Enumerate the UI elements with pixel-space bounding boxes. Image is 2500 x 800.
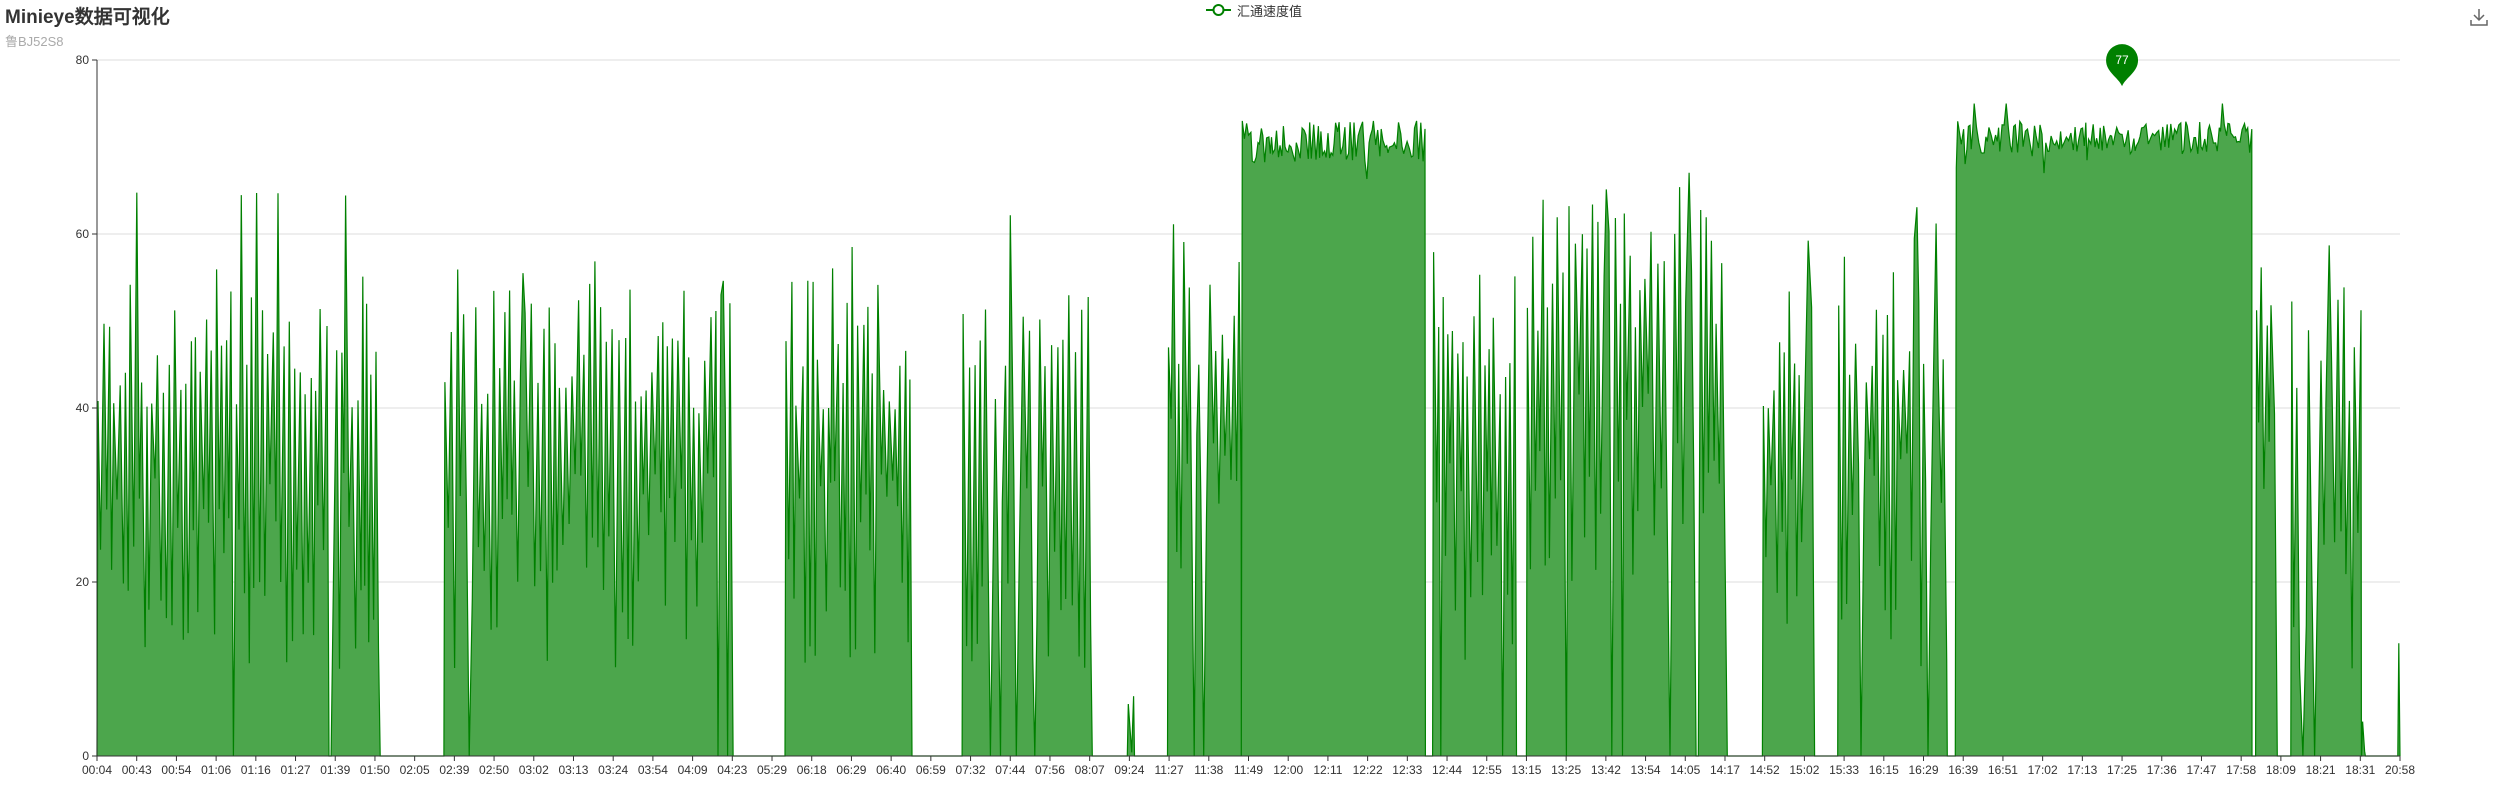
x-tick-label: 14:52 [1750,763,1780,777]
x-tick-label: 17:47 [2186,763,2216,777]
legend-line-marker-icon [1206,4,1231,16]
x-tick-label: 01:06 [201,763,231,777]
x-tick-label: 17:02 [2028,763,2058,777]
download-icon [2470,9,2488,26]
x-tick-label: 18:21 [2306,763,2336,777]
x-tick-label: 16:15 [1869,763,1899,777]
x-tick-label: 05:29 [757,763,787,777]
x-tick-label: 02:05 [400,763,430,777]
x-tick-label: 12:44 [1432,763,1462,777]
x-tick-label: 11:38 [1194,763,1223,777]
x-tick-label: 07:56 [1035,763,1065,777]
x-tick-label: 06:40 [876,763,906,777]
x-tick-label: 02:39 [439,763,469,777]
x-tick-label: 15:33 [1829,763,1859,777]
x-tick-label: 14:05 [1670,763,1700,777]
x-tick-label: 13:25 [1551,763,1581,777]
x-tick-label: 17:36 [2147,763,2177,777]
x-tick-label: 14:17 [1710,763,1740,777]
y-tick-label-60: 60 [76,227,90,241]
y-tick-label-0: 0 [82,749,89,763]
y-tick-label-80: 80 [76,53,90,67]
x-tick-label: 11:49 [1234,763,1263,777]
chart-subtitle: 鲁BJ52S8 [5,34,64,49]
y-tick-label-40: 40 [76,401,90,415]
x-tick-label: 06:59 [916,763,946,777]
x-tick-label: 18:31 [2345,763,2375,777]
x-tick-label: 12:55 [1472,763,1502,777]
x-tick-label: 00:04 [82,763,112,777]
x-tick-label: 12:11 [1313,763,1342,777]
x-tick-label: 07:32 [956,763,986,777]
max-marker-pin[interactable] [2106,44,2139,87]
x-tick-label: 04:09 [678,763,708,777]
x-tick-label: 03:02 [519,763,549,777]
legend-label: 汇通速度值 [1237,3,1303,19]
x-tick-label: 08:07 [1075,763,1105,777]
x-tick-label: 01:39 [320,763,350,777]
x-tick-label: 12:00 [1273,763,1303,777]
chart-title: Minieye数据可视化 [5,7,170,28]
x-tick-label: 16:29 [1909,763,1939,777]
x-tick-label: 17:13 [2067,763,2097,777]
x-tick-label: 18:09 [2266,763,2296,777]
x-tick-label: 00:43 [122,763,152,777]
x-tick-label: 04:23 [717,763,747,777]
x-tick-label: 12:22 [1353,763,1383,777]
x-tick-label: 17:25 [2107,763,2137,777]
x-tick-label: 01:50 [360,763,390,777]
x-tick-label: 07:44 [995,763,1025,777]
x-tick-label: 13:54 [1631,763,1661,777]
series-line [96,103,2401,757]
x-tick-label: 03:13 [558,763,588,777]
x-tick-label: 01:27 [281,763,311,777]
series-area [97,103,2400,756]
y-tick-label-20: 20 [76,575,90,589]
x-tick-label: 11:27 [1155,763,1184,777]
x-tick-label: 09:24 [1114,763,1144,777]
x-tick-label: 06:29 [836,763,866,777]
x-tick-label: 13:15 [1511,763,1541,777]
x-tick-label: 03:24 [598,763,628,777]
download-button[interactable] [2468,6,2490,28]
x-tick-label: 16:39 [1948,763,1978,777]
legend-item-speed[interactable]: 汇通速度值 [1206,0,1302,20]
x-tick-label: 13:42 [1591,763,1621,777]
x-tick-label: 06:18 [797,763,827,777]
max-marker-label: 77 [2115,53,2129,67]
x-tick-label: 15:02 [1789,763,1819,777]
x-tick-label: 12:33 [1392,763,1422,777]
x-tick-label: 16:51 [1988,763,2018,777]
x-tick-label: 02:50 [479,763,509,777]
x-tick-label: 17:58 [2226,763,2256,777]
x-tick-label: 03:54 [638,763,668,777]
x-tick-label: 00:54 [161,763,191,777]
x-tick-label: 01:16 [241,763,271,777]
x-tick-label: 20:58 [2385,763,2415,777]
